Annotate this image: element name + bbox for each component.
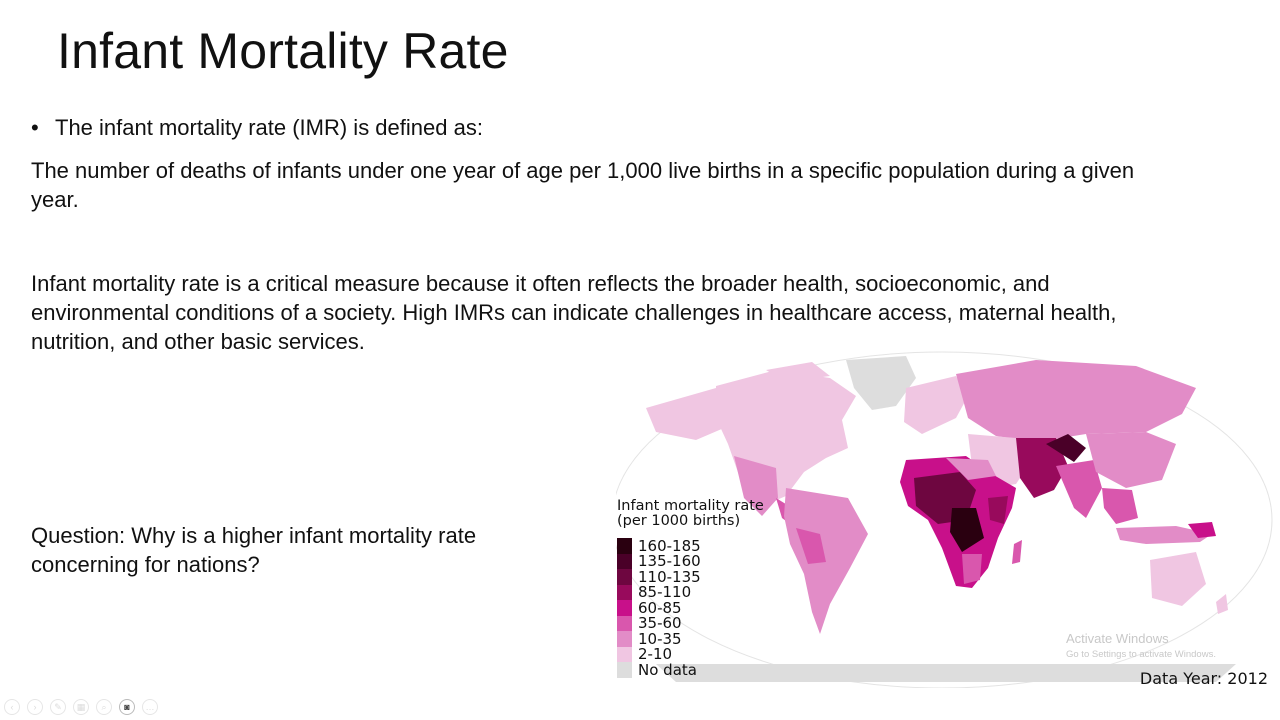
previous-slide-icon[interactable]: ‹ (4, 699, 20, 715)
legend-label: 60-85 (638, 598, 682, 617)
bullet-text: The infant mortality rate (IMR) is defin… (55, 115, 483, 140)
bullet-marker: • (31, 115, 39, 140)
watermark-subtitle: Go to Settings to activate Windows. (1066, 649, 1216, 660)
legend-rows: 160-185 135-160 110-135 85-110 60-85 35-… (617, 536, 764, 679)
legend-swatch (617, 538, 632, 554)
map-legend: Infant mortality rate (per 1000 births) … (617, 498, 764, 679)
legend-label: 160-185 (638, 536, 701, 555)
zoom-icon[interactable]: ⌕ (96, 699, 112, 715)
legend-title-line-1: Infant mortality rate (617, 498, 764, 514)
legend-row: 85-110 (617, 583, 764, 602)
legend-label: 10-35 (638, 629, 682, 648)
next-slide-icon[interactable]: › (27, 699, 43, 715)
legend-label: 135-160 (638, 552, 701, 571)
world-map (616, 348, 1280, 688)
legend-swatch (617, 600, 632, 616)
more-options-icon[interactable]: … (142, 699, 158, 715)
watermark-title: Activate Windows (1066, 631, 1169, 646)
bullet-item: • The infant mortality rate (IMR) is def… (31, 115, 483, 141)
legend-row: 35-60 (617, 614, 764, 633)
legend-label: 85-110 (638, 583, 692, 602)
legend-row: No data (617, 660, 764, 679)
legend-label: No data (638, 660, 697, 679)
slideshow-toolbar: ‹ › ✎ ▦ ⌕ ◙ … (4, 699, 158, 715)
slide-title: Infant Mortality Rate (57, 23, 509, 79)
legend-label: 35-60 (638, 614, 682, 633)
legend-swatch (617, 553, 632, 569)
pen-icon[interactable]: ✎ (50, 699, 66, 715)
legend-swatch (617, 584, 632, 600)
activate-windows-watermark: Activate Windows Go to Settings to activ… (1066, 631, 1216, 660)
legend-label: 2-10 (638, 645, 673, 664)
legend-row: 10-35 (617, 629, 764, 648)
data-year-label: Data Year: 2012 (1139, 669, 1268, 688)
legend-title-line-2: (per 1000 births) (617, 513, 741, 529)
definition-text: The number of deaths of infants under on… (31, 158, 1135, 212)
camera-icon[interactable]: ◙ (119, 699, 135, 715)
legend-swatch (617, 646, 632, 662)
legend-swatch (617, 631, 632, 647)
world-map-graphic (616, 351, 1273, 688)
legend-swatch (617, 662, 632, 678)
legend-swatch (617, 615, 632, 631)
legend-row: 160-185 (617, 536, 764, 555)
legend-row: 110-135 (617, 567, 764, 586)
legend-swatch (617, 569, 632, 585)
legend-row: 2-10 (617, 645, 764, 664)
legend-row: 135-160 (617, 552, 764, 571)
slides-grid-icon[interactable]: ▦ (73, 699, 89, 715)
question-text: Question: Why is a higher infant mortali… (31, 523, 477, 577)
critical-measure-text: Infant mortality rate is a critical meas… (31, 271, 1117, 354)
legend-row: 60-85 (617, 598, 764, 617)
legend-label: 110-135 (638, 567, 701, 586)
